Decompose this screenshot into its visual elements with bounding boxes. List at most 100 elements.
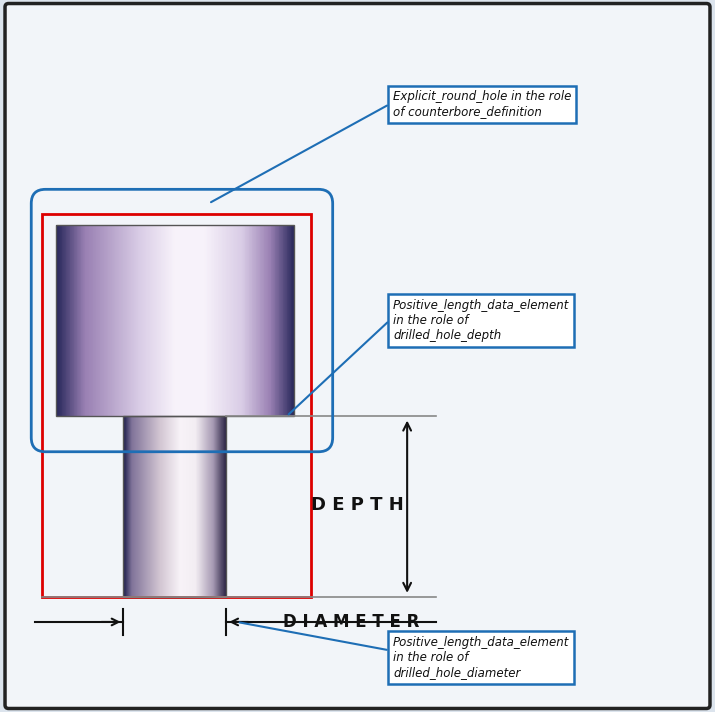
Bar bbox=[213, 225, 214, 417]
Bar bbox=[214, 225, 216, 417]
Bar bbox=[285, 225, 286, 417]
Bar bbox=[221, 225, 222, 417]
Bar bbox=[282, 225, 284, 417]
Bar bbox=[210, 225, 212, 417]
Bar bbox=[121, 225, 122, 417]
Bar bbox=[237, 225, 238, 417]
Bar bbox=[252, 225, 254, 417]
Bar bbox=[69, 225, 70, 417]
Bar bbox=[267, 225, 268, 417]
Bar bbox=[151, 225, 152, 417]
Bar bbox=[245, 225, 246, 417]
Bar bbox=[191, 225, 192, 417]
Bar bbox=[271, 225, 272, 417]
Bar bbox=[144, 225, 146, 417]
Bar bbox=[70, 225, 72, 417]
Bar bbox=[65, 225, 66, 417]
Bar bbox=[137, 225, 138, 417]
Bar bbox=[62, 225, 64, 417]
Bar bbox=[85, 225, 87, 417]
Bar bbox=[287, 225, 288, 417]
Bar bbox=[232, 225, 234, 417]
Bar bbox=[171, 225, 172, 417]
Bar bbox=[56, 225, 57, 417]
Bar bbox=[119, 225, 120, 417]
Bar bbox=[64, 225, 65, 417]
Bar bbox=[190, 225, 191, 417]
Bar bbox=[220, 225, 221, 417]
Bar bbox=[238, 225, 240, 417]
Bar bbox=[236, 225, 237, 417]
Bar bbox=[182, 225, 183, 417]
Bar bbox=[290, 225, 291, 417]
Bar bbox=[157, 225, 159, 417]
Bar bbox=[254, 225, 255, 417]
Bar bbox=[82, 225, 84, 417]
Bar bbox=[241, 225, 242, 417]
Bar bbox=[215, 225, 217, 417]
Bar bbox=[68, 225, 69, 417]
Bar bbox=[169, 225, 170, 417]
Bar bbox=[57, 225, 58, 417]
Bar bbox=[222, 225, 224, 417]
Bar bbox=[253, 225, 255, 417]
Bar bbox=[276, 225, 277, 417]
Bar bbox=[78, 225, 79, 417]
Bar bbox=[158, 225, 159, 417]
Bar bbox=[114, 225, 115, 417]
Bar bbox=[149, 225, 150, 417]
Bar bbox=[60, 225, 61, 417]
Bar bbox=[133, 225, 134, 417]
Bar bbox=[63, 225, 64, 417]
Bar bbox=[174, 225, 175, 417]
Bar bbox=[126, 225, 127, 417]
Bar bbox=[84, 225, 86, 417]
Bar bbox=[207, 225, 209, 417]
Bar bbox=[72, 225, 73, 417]
Bar bbox=[110, 225, 111, 417]
Bar bbox=[143, 225, 144, 417]
Bar bbox=[224, 225, 225, 417]
Text: Explicit_round_hole in the role
of counterbore_definition: Explicit_round_hole in the role of count… bbox=[393, 90, 571, 118]
Bar bbox=[286, 225, 287, 417]
Bar bbox=[288, 225, 290, 417]
Bar bbox=[206, 225, 207, 417]
Bar bbox=[148, 225, 149, 417]
Bar bbox=[187, 225, 189, 417]
Bar bbox=[179, 225, 180, 417]
Bar bbox=[266, 225, 267, 417]
Bar bbox=[194, 225, 196, 417]
Bar bbox=[129, 225, 130, 417]
Bar bbox=[83, 225, 84, 417]
Bar bbox=[173, 225, 174, 417]
Bar bbox=[74, 225, 76, 417]
Bar bbox=[290, 225, 292, 417]
Bar bbox=[196, 225, 197, 417]
Bar bbox=[132, 225, 133, 417]
Bar bbox=[193, 225, 194, 417]
Bar bbox=[275, 225, 277, 417]
Bar bbox=[124, 225, 125, 417]
Bar bbox=[222, 225, 223, 417]
Bar bbox=[223, 225, 225, 417]
Bar bbox=[247, 225, 249, 417]
Bar bbox=[172, 225, 174, 417]
Bar bbox=[235, 225, 236, 417]
Bar bbox=[292, 225, 293, 417]
Bar bbox=[183, 225, 184, 417]
Bar bbox=[163, 225, 164, 417]
Bar bbox=[262, 225, 263, 417]
Bar bbox=[243, 225, 244, 417]
Bar bbox=[201, 225, 202, 417]
Bar bbox=[161, 225, 162, 417]
Bar bbox=[265, 225, 266, 417]
Bar bbox=[225, 225, 227, 417]
Bar bbox=[204, 225, 205, 417]
Bar bbox=[142, 225, 144, 417]
Bar bbox=[212, 225, 213, 417]
Bar bbox=[144, 225, 145, 417]
Bar bbox=[256, 225, 257, 417]
Bar bbox=[154, 225, 155, 417]
Bar bbox=[159, 225, 160, 417]
Bar bbox=[109, 225, 110, 417]
